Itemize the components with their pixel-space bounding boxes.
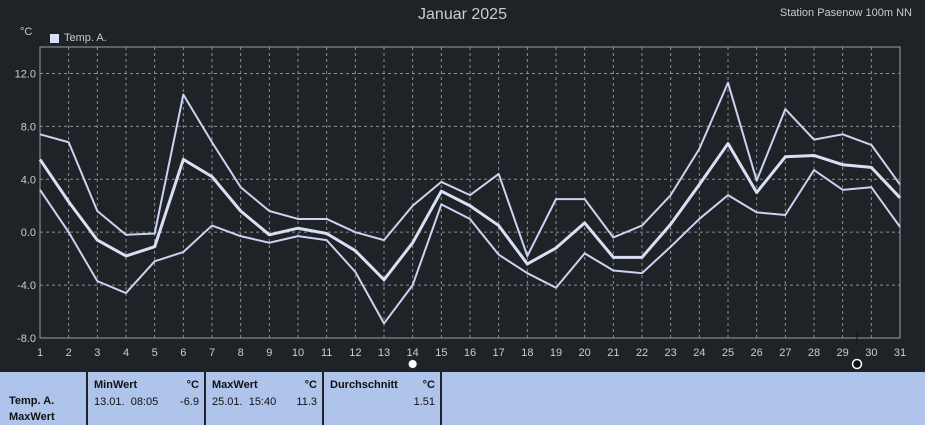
- legend-swatch: [50, 33, 59, 43]
- x-tick-label: 25: [722, 347, 734, 359]
- avg-cell: Durchschnitt °C 1.51: [324, 372, 440, 425]
- table-divider: [440, 372, 442, 425]
- x-tick-label: 21: [607, 347, 619, 359]
- series-line-min: [39, 169, 901, 325]
- x-tick-label: 30: [865, 347, 877, 359]
- x-tick-label: 16: [464, 347, 476, 359]
- min-header: MinWert: [94, 379, 138, 391]
- y-tick-label: 0.0: [21, 227, 36, 239]
- x-tick-label: 4: [123, 347, 129, 359]
- y-axis-unit: °C: [20, 26, 33, 38]
- series-line-max: [39, 81, 901, 257]
- full-moon-icon: [407, 359, 418, 369]
- x-tick-label: 3: [94, 347, 100, 359]
- x-tick-label: 11: [321, 347, 332, 359]
- avg-value: 1.51: [413, 396, 435, 408]
- max-cell: MaxWert °C 25.01. 15:40 11.3: [206, 372, 322, 425]
- plot-frame: [39, 46, 901, 339]
- x-tick-label: 10: [292, 347, 304, 359]
- y-tick-label: 12.0: [15, 68, 36, 80]
- table-divider: [322, 372, 324, 425]
- x-tick-label: 26: [751, 347, 763, 359]
- x-tick-label: 19: [550, 347, 562, 359]
- min-value: -6.9: [180, 396, 199, 408]
- x-tick-label: 6: [180, 347, 186, 359]
- series-line-mean: [38, 142, 902, 282]
- chart-area: Januar 2025 Station Pasenow 100m NN °C T…: [15, 6, 912, 370]
- min-unit: °C: [186, 379, 199, 391]
- x-tick-label: 23: [665, 347, 677, 359]
- min-time: 13.01. 08:05: [94, 396, 159, 408]
- plot-svg: 12.08.04.00.0-4.0-8.01 2 3 4 5 6 7 8 9 10 11 12 13 14…: [15, 46, 906, 370]
- x-tick-label: 5: [152, 347, 158, 359]
- x-tick-label: 8: [238, 347, 244, 359]
- avg-unit: °C: [422, 379, 435, 391]
- legend-label: Temp. A.: [64, 32, 107, 44]
- new-moon-icon: [851, 358, 863, 370]
- y-tick-label: 8.0: [21, 121, 36, 133]
- x-tick-label: 12: [349, 347, 361, 359]
- row-label-cell: Temp. A. MaxWert: [0, 372, 86, 425]
- x-tick-label: 1: [37, 347, 43, 359]
- x-tick-label: 13: [378, 347, 390, 359]
- summary-table: Temp. A. MaxWert MinWert °C 13.01. 08:05…: [0, 372, 925, 425]
- station-label: Station Pasenow 100m NN: [779, 7, 912, 19]
- x-tick-label: 2: [66, 347, 72, 359]
- avg-header: Durchschnitt: [330, 379, 398, 391]
- x-tick-label: 22: [636, 347, 648, 359]
- max-value: 11.3: [296, 396, 317, 408]
- y-tick-label: -4.0: [17, 280, 36, 292]
- x-tick-label: 24: [693, 347, 705, 359]
- x-tick-label: 18: [521, 347, 533, 359]
- max-unit: °C: [304, 379, 317, 391]
- x-tick-label: 28: [808, 347, 820, 359]
- x-tick-label: 7: [209, 347, 215, 359]
- legend: Temp. A.: [50, 32, 107, 44]
- y-tick-label: 4.0: [21, 174, 36, 186]
- row-label-series: Temp. A.: [9, 395, 55, 407]
- x-tick-label: 29: [837, 347, 849, 359]
- x-tick-label: 31: [894, 347, 906, 359]
- x-tick-label: 9: [266, 347, 272, 359]
- table-divider: [204, 372, 206, 425]
- x-tick-label: 17: [493, 347, 505, 359]
- x-tick-label: 27: [779, 347, 791, 359]
- y-tick-label: -8.0: [17, 333, 36, 345]
- x-tick-label: 14: [407, 347, 419, 359]
- max-header: MaxWert: [212, 379, 258, 391]
- min-cell: MinWert °C 13.01. 08:05 -6.9: [88, 372, 204, 425]
- chart-title: Januar 2025: [418, 6, 507, 23]
- max-time: 25.01. 15:40: [212, 396, 277, 408]
- table-divider: [86, 372, 88, 425]
- row-label-kind: MaxWert: [9, 411, 55, 423]
- x-tick-label: 20: [579, 347, 591, 359]
- x-tick-label: 15: [435, 347, 447, 359]
